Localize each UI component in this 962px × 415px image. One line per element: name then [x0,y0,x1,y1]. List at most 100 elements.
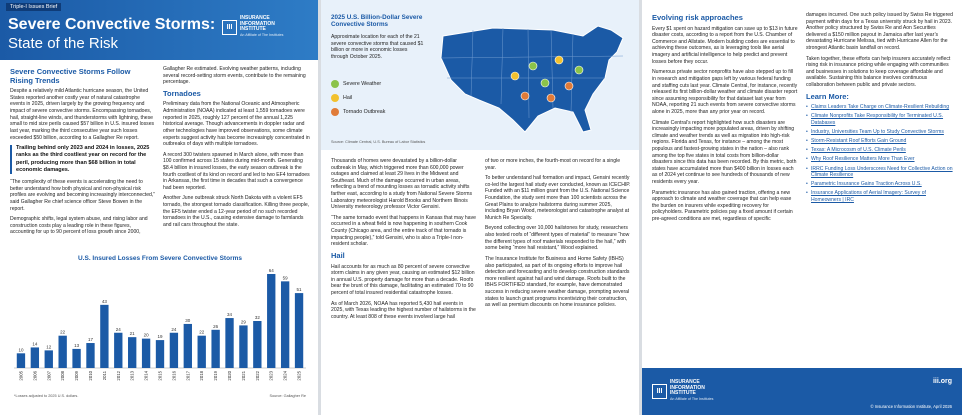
chart-source: Source: Gallagher Re [269,394,306,398]
paragraph: of two or more inches, the fourth-most o… [485,158,621,171]
value-label: 24 [171,327,177,332]
x-tick-label: 2024 [283,370,288,380]
value-label: 59 [283,275,289,280]
column: damages incurred. One such policy issued… [806,12,954,206]
value-label: 26 [213,324,219,329]
map-legend: Severe Weather Hail Tornado Outbreak [331,80,385,122]
legend-label: Severe Weather [343,81,382,87]
value-label: 19 [157,334,163,339]
logo-text: INSURANCE INFORMATION INSTITUTE An Affili… [670,379,732,402]
value-label: 43 [102,299,108,304]
bar [114,332,123,368]
legend-label: Hail [343,95,353,101]
bar [225,318,234,368]
value-label: 64 [269,268,275,273]
footer-logo: III INSURANCE INFORMATION INSTITUTE An Af… [652,379,732,402]
legend-swatch [331,94,339,102]
bar-chart: U.S. Insured Losses From Severe Convecti… [14,255,306,398]
value-label: 22 [199,330,205,335]
map [440,25,624,133]
x-tick-label: 2019 [213,370,218,380]
bar [211,329,220,368]
learn-more-link[interactable]: Why Roof Resilience Matters More Than Ev… [806,156,954,163]
paragraph: “The complexity of these events is accel… [10,179,155,212]
legend-swatch [331,108,339,116]
legend-item: Tornado Outbreak [331,108,385,116]
bar [128,337,137,368]
map-source: Source: Climate Central, U.S. Bureau of … [331,140,426,144]
x-tick-label: 2020 [227,370,232,380]
storm-markers [510,55,584,103]
page-two: 2025 U.S. Billion-Dollar Severe Convecti… [321,0,639,415]
paragraph: damages incurred. One such policy issued… [806,12,953,52]
value-label: 34 [227,312,233,317]
learn-more-title: Learn More: [806,91,849,101]
map-text: Approximate location for each of the 21 … [331,34,424,60]
learn-more-link[interactable]: Insurance Applications of Aerial Imagery… [806,190,954,203]
column: Evolving risk approaches Every $1 spent o… [652,12,798,227]
learn-more-link[interactable]: Texas: A Microcosm of U.S. Climate Peril… [806,147,954,154]
learn-more-link[interactable]: IRRC Funding Loss Underscores Need for C… [806,166,954,179]
value-label: 22 [60,330,66,335]
bar [141,338,151,368]
callout: Trailing behind only 2023 and 2024 in lo… [10,145,155,175]
paragraph: Every $1 spent on hazard mitigation can … [652,25,798,65]
paragraph: Preliminary data from the National Ocean… [163,101,310,148]
value-label: 21 [130,331,136,336]
bar [183,323,192,368]
map-box: 2025 U.S. Billion-Dollar Severe Convecti… [321,0,639,150]
legend-swatch [331,80,339,88]
value-label: 29 [241,319,247,324]
footer: III INSURANCE INFORMATION INSTITUTE An Af… [642,368,962,415]
value-label: 24 [116,327,122,332]
state-lines [440,27,624,119]
x-tick-label: 2025 [297,370,302,380]
learn-more-link[interactable]: Climate Nonprofits Take Responsibility f… [806,113,954,126]
x-tick-label: 2012 [116,370,121,380]
x-tick-label: 2014 [144,370,149,380]
x-tick-label: 2007 [46,370,51,380]
value-label: 10 [18,347,24,352]
subtitle: State of the Risk [8,35,119,52]
logo-sub: An Affiliate of The Institutes [670,396,714,401]
column: of two or more inches, the fourth-most o… [485,158,631,313]
heading: Hail [331,250,345,260]
logo-sub: An Affiliate of The Institutes [240,32,284,37]
learn-more-link[interactable]: Industry, Universities Team Up to Study … [806,129,954,136]
paragraph: Taken together, these efforts can help i… [806,55,951,89]
value-label: 12 [46,344,52,349]
bar [16,353,26,368]
x-tick-label: 2013 [130,370,135,380]
learn-more-link[interactable]: Parametric Insurance Gains Traction Acro… [806,181,954,188]
us-map [440,25,624,133]
bar [44,350,53,368]
logo-name: INSURANCE INFORMATION INSTITUTE [670,379,705,396]
legend-label: Tornado Outbreak [343,109,386,115]
heading: Evolving risk approaches [652,13,743,22]
value-label: 17 [88,337,94,342]
bar [267,274,276,368]
copyright: © Insurance Information Institute, April… [870,404,952,409]
paragraph: As of March 2026, NOAA has reported 5,43… [331,300,476,320]
value-label: 32 [255,315,261,320]
x-tick-label: 2023 [269,370,274,380]
logo-name: INSURANCE INFORMATION INSTITUTE [240,15,275,32]
x-tick-label: 2015 [158,370,163,380]
learn-more-link[interactable]: Storm-Resistant Roof Efforts Gain Ground [806,138,954,145]
site: iii.org [932,378,952,385]
column: Thousands of homes were devastated by a … [331,158,477,324]
bar [239,325,248,368]
bar [58,335,67,368]
learn-more-link[interactable]: Claims Leaders Take Charge on Climate-Re… [806,104,954,111]
paragraph: Hail accounts for as much as 80 percent … [331,263,475,296]
paragraph: Another June outbreak struck North Dakot… [163,195,310,228]
logo: III INSURANCE INFORMATION INSTITUTE An Af… [222,15,302,38]
page-one: Triple-I Issues Brief Severe Convective … [0,0,318,415]
x-tick-label: 2018 [199,370,204,380]
x-tick-label: 2010 [88,370,93,380]
paragraph: Thousands of homes were devastated by a … [331,158,472,211]
value-label: 13 [74,343,80,348]
chart-title: U.S. Insured Losses From Severe Convecti… [78,255,242,262]
bar [253,321,262,368]
value-label: 51 [297,287,303,292]
